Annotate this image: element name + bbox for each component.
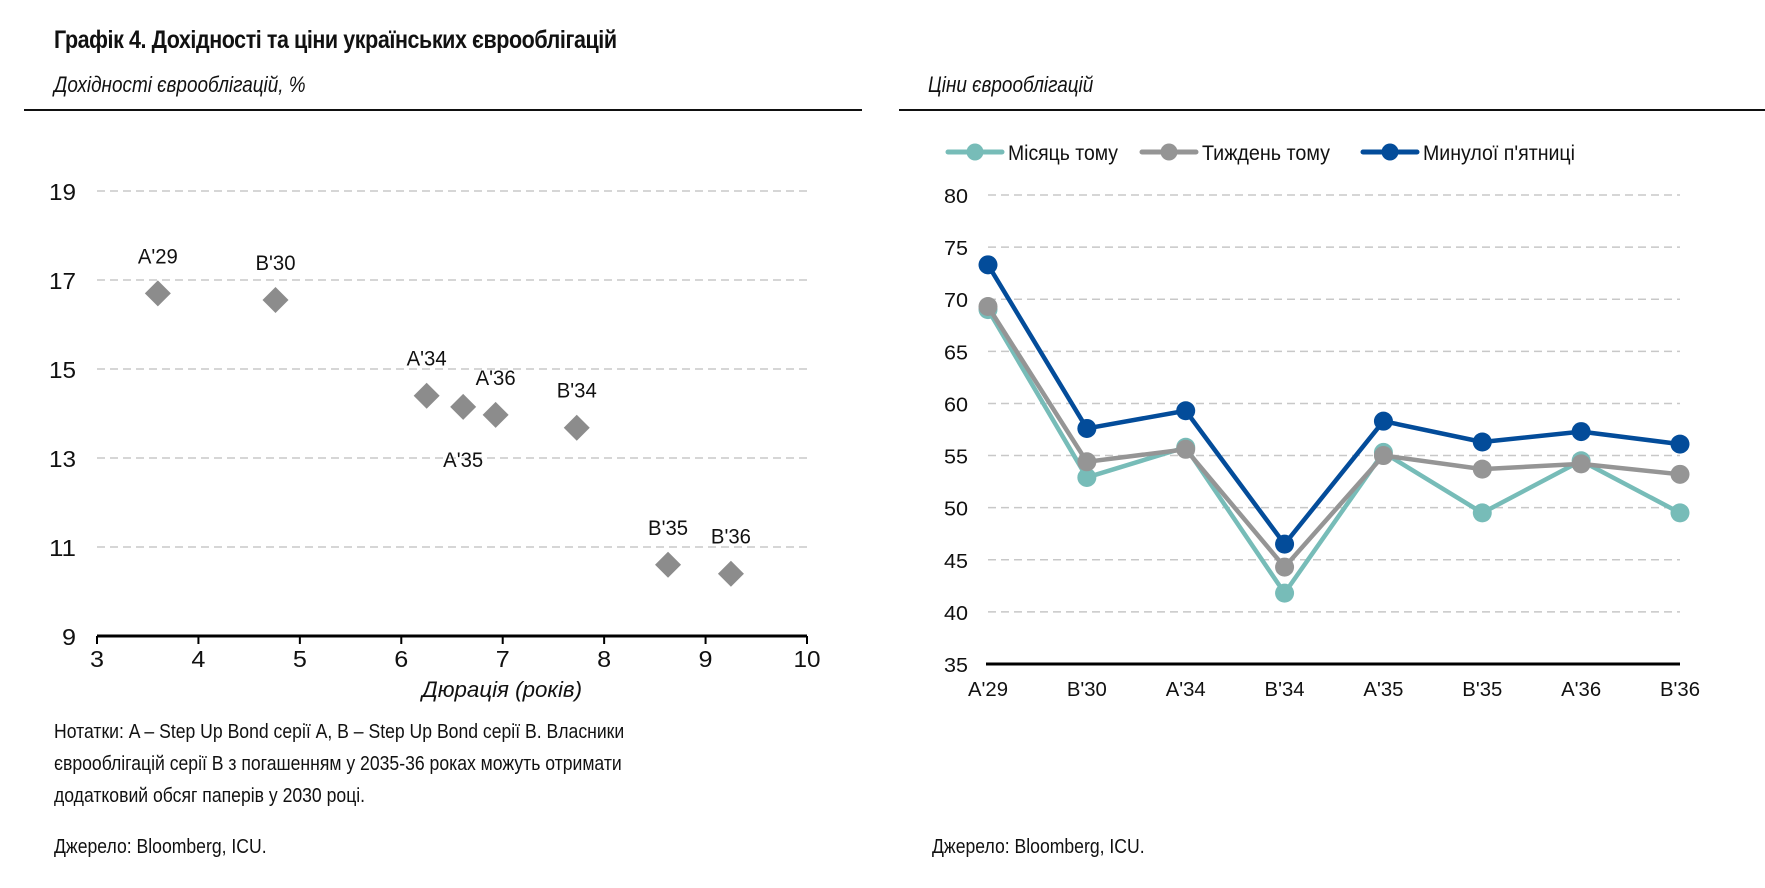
x-tick-label: B'34 (1265, 679, 1305, 701)
x-tick-label: A'29 (968, 679, 1008, 701)
series-point (1275, 583, 1295, 603)
scatter-point (717, 560, 744, 587)
price-line-chart: 35 40 45 50 55 60 65 70 75 80 A'29 B'30 A'34 B'34 A'35… (944, 142, 1700, 701)
y-tick-label: 55 (944, 447, 968, 469)
legend-swatch-marker (1160, 143, 1178, 161)
point-label: B'36 (711, 526, 751, 549)
legend-label: Тиждень тому (1202, 142, 1330, 165)
left-chart-subtitle: Дохідності єврооблігацій, % (54, 72, 306, 97)
y-tick-label: 19 (49, 179, 76, 205)
point-label: A'36 (476, 367, 516, 390)
point-label: B'30 (256, 252, 296, 275)
x-tick-label: B'35 (1462, 679, 1502, 701)
series-point (1275, 557, 1295, 577)
series-point (1472, 503, 1492, 523)
series-line (986, 305, 1681, 570)
left-source: Джерело: Bloomberg, ICU. (54, 836, 267, 858)
series-point (1472, 432, 1492, 452)
notes-line-3: додатковий обсяг паперів у 2030 році. (54, 785, 366, 807)
notes-line-2: єврооблігацій серії B з погашенням у 203… (54, 753, 622, 775)
legend-label: Місяць тому (1008, 142, 1118, 165)
legend-swatch-marker (966, 143, 984, 161)
figure-title: Графік 4. Дохідності та ціни українських… (54, 26, 617, 54)
y-tick-label: 70 (944, 290, 968, 312)
legend-swatch-marker (1381, 143, 1399, 161)
series-point (1670, 503, 1690, 523)
y-tick-label: 60 (944, 394, 968, 416)
y-tick-label: 11 (49, 535, 76, 561)
x-tick-label: A'36 (1561, 679, 1601, 701)
x-tick-label: 10 (794, 646, 821, 672)
point-label: A'35 (443, 449, 483, 472)
series-line (986, 308, 1682, 596)
scatter-point (413, 382, 440, 409)
y-tick-label: 13 (49, 446, 76, 472)
yield-scatter-chart: 9 11 13 15 17 19 3 4 5 6 7 8 9 10 Дюрація (років) A'29 B… (49, 179, 821, 702)
y-tick-label: 17 (49, 268, 76, 294)
series-point (1373, 446, 1393, 466)
scatter-point (144, 280, 171, 307)
series-point (1077, 418, 1097, 438)
x-tick-label: 5 (293, 646, 307, 672)
legend-label: Минулої п'ятниці (1423, 142, 1575, 165)
series-point (1077, 452, 1097, 472)
x-tick-label: 7 (496, 646, 510, 672)
series-point (1176, 439, 1196, 459)
series-point (1571, 454, 1591, 474)
x-tick-label: A'35 (1363, 679, 1403, 701)
scatter-point (655, 551, 682, 578)
series-point (1670, 434, 1690, 454)
point-label: B'34 (557, 380, 597, 403)
notes-line-1: Нотатки: A – Step Up Bond серії A, B – S… (54, 721, 625, 743)
x-tick-label: B'36 (1660, 679, 1700, 701)
series-point (1275, 534, 1295, 554)
series-point (1472, 459, 1492, 479)
y-tick-label: 75 (944, 238, 968, 260)
series-point (1176, 401, 1196, 421)
x-tick-label: 6 (394, 646, 408, 672)
scatter-point (563, 414, 590, 441)
right-header-rule (899, 109, 1765, 111)
y-tick-label: 65 (944, 342, 968, 364)
y-tick-label: 45 (944, 551, 968, 573)
series-point (1077, 467, 1097, 487)
y-tick-label: 40 (944, 603, 968, 625)
x-tick-label: 3 (90, 646, 104, 672)
point-label: A'34 (407, 348, 447, 371)
series-point (1373, 411, 1393, 431)
x-tick-label: A'34 (1166, 679, 1206, 701)
x-tick-label: 8 (597, 646, 611, 672)
point-label: A'29 (138, 245, 178, 268)
left-header-rule (24, 109, 862, 111)
x-axis-label: Дюрація (років) (419, 677, 582, 702)
series-line (986, 263, 1681, 547)
scatter-point (262, 287, 289, 314)
y-tick-label: 50 (944, 499, 968, 521)
x-tick-label: B'30 (1067, 679, 1107, 701)
right-source: Джерело: Bloomberg, ICU. (932, 836, 1145, 858)
y-tick-label: 9 (62, 624, 76, 650)
scatter-point (482, 401, 509, 428)
y-tick-label: 15 (49, 357, 76, 383)
series-point (978, 255, 998, 275)
right-chart-subtitle: Ціни єврооблігацій (928, 72, 1094, 97)
series-point (978, 297, 998, 317)
scatter-point (450, 393, 477, 420)
series-point (1670, 464, 1690, 484)
point-label: B'35 (648, 517, 688, 540)
series-point (1571, 422, 1591, 442)
y-tick-label: 35 (944, 655, 968, 677)
x-tick-label: 4 (191, 646, 205, 672)
x-tick-label: 9 (699, 646, 713, 672)
y-tick-label: 80 (944, 186, 968, 208)
